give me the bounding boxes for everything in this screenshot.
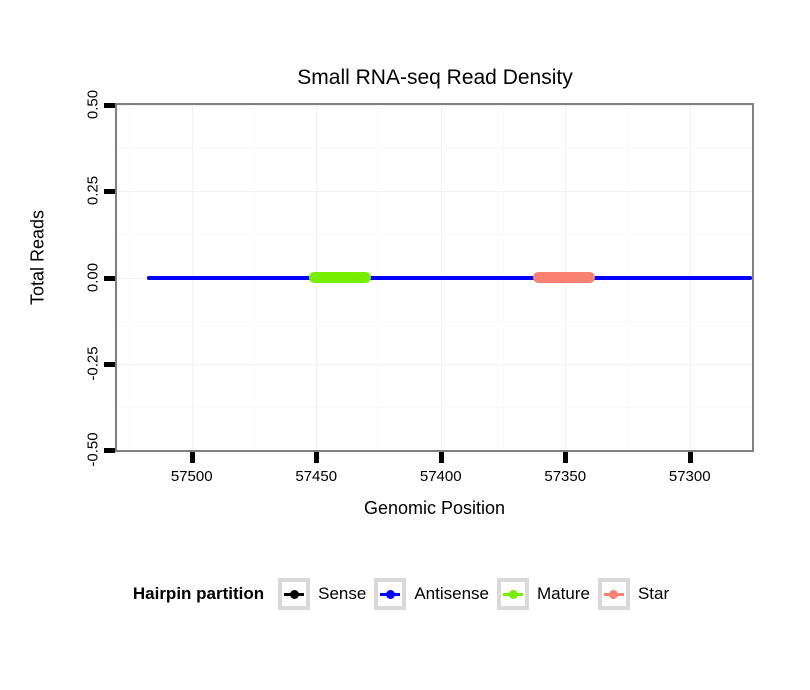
legend-key-antisense-icon [374,578,407,610]
legend-item-mature[interactable]: Mature [497,578,590,610]
legend-item-star[interactable]: Star [597,578,670,610]
legend-key-mature-icon [497,578,530,610]
legend-title: Hairpin partition [132,584,265,603]
y-axis-tick [104,189,115,195]
legend-key-dot [385,589,395,599]
series-segment-antisense [146,275,752,280]
legend-key-star-icon [597,578,630,610]
x-axis-tick [563,452,569,463]
y-axis-tick [104,275,115,281]
y-axis-tick [104,103,115,108]
series-segment-star [532,272,596,283]
x-axis-tick [189,452,195,463]
gridline-horizontal-major [117,105,752,106]
gridline-horizontal-major [117,191,752,193]
legend-key-dot [508,589,518,599]
legend-item-sense[interactable]: Sense [278,578,366,610]
gridline-horizontal-minor [117,234,752,236]
y-axis-tick [104,448,115,453]
gridline-vertical-minor [129,105,131,450]
x-axis-tick-label: 57400 [419,468,462,485]
gridline-horizontal-minor [117,148,752,150]
gridline-horizontal-minor [117,406,752,408]
x-axis-tick-label: 57450 [295,468,338,485]
legend-key-dot [289,589,299,599]
plot-panel [115,103,754,452]
legend-items: Sense Antisense Mature Star [278,578,677,610]
x-axis-tick [687,452,693,463]
chart-legend: Hairpin partition Sense Antisense Mature St… [0,578,810,610]
gridline-horizontal-major [117,363,752,365]
legend-key-sense-icon [278,578,311,610]
legend-item-label: Mature [537,584,590,603]
gridline-horizontal-major [117,450,752,451]
y-axis-tick-label: -0.25 [84,346,102,381]
x-axis-tick [438,452,444,463]
gridline-horizontal-minor [117,320,752,322]
legend-item-label: Sense [318,584,367,603]
x-axis-tick-label: 57500 [170,468,213,485]
legend-item-label: Antisense [414,584,490,603]
chart-title: Small RNA-seq Read Density [297,66,573,89]
x-axis-tick [314,452,320,463]
y-axis-tick-label: 0.50 [84,89,102,120]
y-axis-tick-label: -0.50 [84,432,102,467]
x-axis-tick-label: 57300 [668,468,711,485]
x-axis-tick-label: 57350 [544,468,587,485]
legend-item-antisense[interactable]: Antisense [374,578,489,610]
series-segment-mature [308,272,371,283]
y-axis-tick-label: 0.25 [84,176,102,206]
x-axis-title: Genomic Position [363,498,506,518]
legend-key-dot [609,589,619,599]
y-axis-tick [104,361,115,367]
legend-item-label: Star [637,584,670,603]
y-axis-title: Total Reads [27,209,48,306]
y-axis-tick-label: 0.00 [84,262,102,292]
